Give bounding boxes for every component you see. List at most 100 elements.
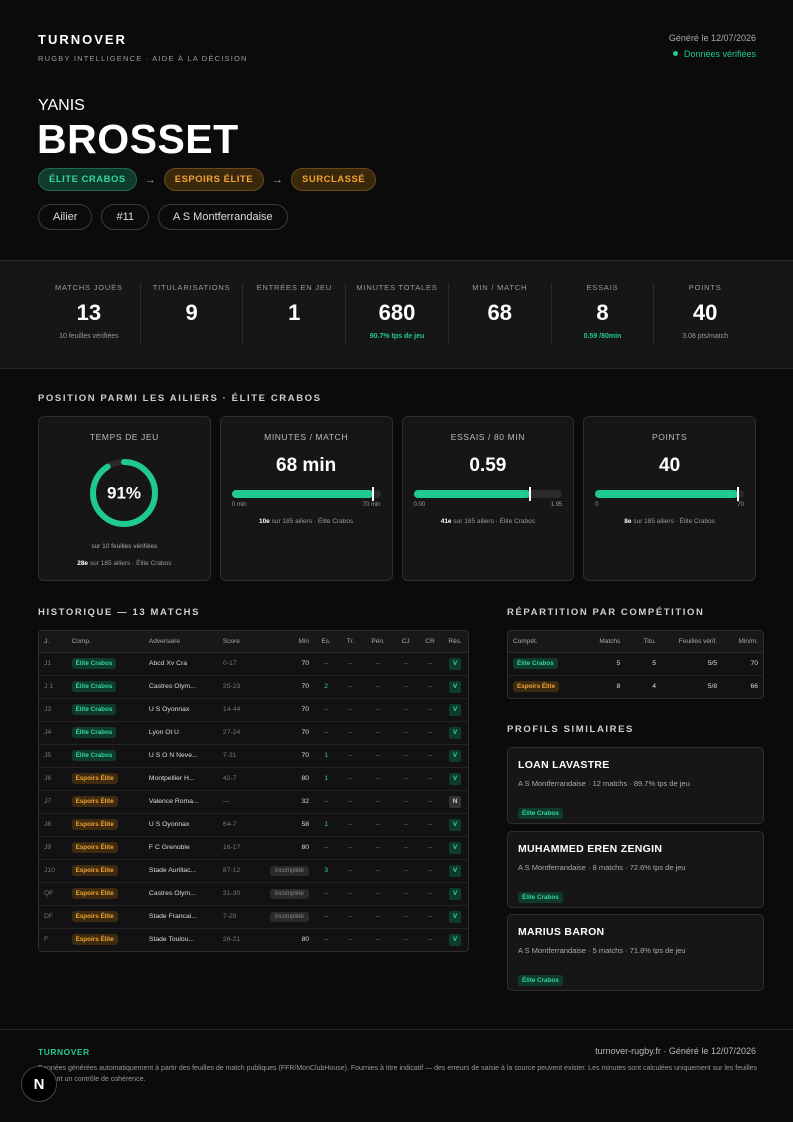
result: V bbox=[449, 841, 462, 854]
cell: 5/5 bbox=[660, 652, 723, 676]
row: QF Espoirs Élite Castres Olym... 31-30 incom… bbox=[39, 882, 468, 906]
competition-chip: Élite Crabos bbox=[71, 750, 117, 761]
cell: J5 bbox=[39, 744, 67, 768]
cell: – bbox=[393, 790, 418, 814]
cell: – bbox=[417, 721, 443, 745]
header-row: J. Comp. Adversaire Score Min Es. Tr. Pén. CJ CR R… bbox=[39, 631, 468, 653]
brand: TURNOVER bbox=[38, 32, 127, 47]
cell: – bbox=[338, 675, 363, 699]
bar-track bbox=[413, 487, 563, 501]
cell: V bbox=[442, 928, 468, 951]
rank-text: 8e sur 185 ailiers · Élite Crabos bbox=[584, 518, 755, 525]
competition-chip: Élite Crabos bbox=[518, 975, 563, 986]
profile-meta: A S Montferrandaise · 5 matchs · 71.8% t… bbox=[518, 946, 686, 955]
competition-chip: Élite Crabos bbox=[518, 891, 563, 903]
cell: – bbox=[393, 698, 418, 722]
cell: Élite Crabos bbox=[66, 698, 144, 722]
column-header: Matchs bbox=[589, 631, 626, 653]
cell: – bbox=[314, 790, 339, 814]
rank-card: TEMPS DE JEU 91% sur 10 feuilles vérifiées… bbox=[38, 416, 211, 581]
rank-text: 41e sur 185 ailiers · Élite Crabos bbox=[403, 518, 574, 525]
stat-label: MIN / MATCH bbox=[472, 283, 528, 292]
cell: Espoirs Élite bbox=[66, 767, 144, 791]
arrow-icon: → bbox=[144, 173, 156, 186]
row: J6 Espoirs Élite Montpellier H... 42-7 80 1– –… bbox=[39, 767, 468, 791]
profile-chip: Élite Crabos bbox=[518, 969, 753, 987]
cell: Castres Olym... bbox=[143, 675, 218, 699]
row: J3 Élite Crabos U S Oyonnax 14-44 70– – – – – V bbox=[39, 698, 468, 722]
cell: QF bbox=[39, 882, 67, 906]
profile-chip: Élite Crabos bbox=[518, 886, 753, 904]
cell: – bbox=[314, 836, 339, 860]
stat-value: 1 bbox=[288, 300, 301, 325]
bar-marker bbox=[737, 487, 740, 501]
section-title: HISTORIQUE — 13 MATCHS bbox=[38, 607, 201, 618]
competition-chip: Espoirs Élite bbox=[71, 934, 118, 946]
cell: – bbox=[338, 813, 363, 837]
cell: – bbox=[362, 721, 394, 745]
cell: 31-30 bbox=[217, 882, 260, 906]
profile-name: LOAN LAVASTRE bbox=[518, 759, 610, 771]
cell: Castres Olym... bbox=[143, 882, 218, 906]
rank-of: sur 185 ailiers · Élite Crabos bbox=[633, 518, 715, 525]
cell: 3 bbox=[314, 859, 339, 883]
ranking-cards: TEMPS DE JEU 91% sur 10 feuilles vérifiées… bbox=[38, 416, 756, 581]
rank-of: sur 185 ailiers · Élite Crabos bbox=[89, 560, 172, 567]
cell: – bbox=[393, 905, 418, 929]
cell: – bbox=[393, 652, 418, 676]
profile-meta: A S Montferrandaise · 12 matchs · 89.7% … bbox=[518, 779, 690, 788]
bar-track bbox=[231, 487, 381, 501]
stat-label: ESSAIS bbox=[586, 283, 619, 292]
cell: Espoirs Élite bbox=[67, 928, 144, 951]
stat-note: 3.08 pts/match bbox=[682, 333, 729, 340]
cell: V bbox=[442, 744, 468, 768]
cell: J6 bbox=[39, 767, 67, 791]
column-header: Adversaire bbox=[143, 631, 218, 653]
tag: #11 bbox=[101, 204, 149, 230]
bar-track bbox=[595, 487, 744, 501]
career-path: ÉLITE CRABOS → ESPOIRS ÉLITE → SURCLASSÉ bbox=[38, 168, 377, 191]
competition-chip: Espoirs Élite bbox=[71, 911, 118, 922]
cell: 4 bbox=[652, 683, 656, 691]
result: V bbox=[449, 749, 462, 762]
cell: – bbox=[362, 652, 394, 676]
cell: – bbox=[362, 859, 394, 883]
cell: – bbox=[362, 675, 394, 699]
cell: 1 bbox=[314, 813, 339, 837]
rank-text: 10e sur 185 ailiers · Élite Crabos bbox=[221, 518, 392, 525]
cell: 0-17 bbox=[217, 652, 260, 676]
cell: 1 bbox=[314, 767, 339, 791]
cell: Stade Francai... bbox=[143, 905, 218, 929]
cell: V bbox=[442, 905, 468, 929]
cell: V bbox=[442, 882, 468, 906]
cell: – bbox=[417, 767, 443, 791]
cell: F bbox=[44, 936, 49, 944]
stat-label: TITULARISATIONS bbox=[152, 283, 231, 292]
cell: – bbox=[338, 882, 363, 906]
section-title: RÉPARTITION PAR COMPÉTITION bbox=[507, 607, 705, 618]
path-chip: ÉLITE CRABOS bbox=[38, 168, 137, 191]
competition-chip: Élite Crabos bbox=[518, 808, 563, 819]
cell: 70 bbox=[259, 744, 315, 768]
cell: incomplète bbox=[259, 859, 315, 883]
cell: J 1 bbox=[39, 675, 67, 699]
cell: Élite Crabos bbox=[66, 721, 144, 745]
stat-value: 68 bbox=[487, 300, 512, 325]
row: J7 Espoirs Élite Valence Roma... —32– – – – – N bbox=[39, 790, 468, 814]
cell: incomplète bbox=[259, 882, 315, 906]
column-header: Score bbox=[217, 631, 260, 653]
rank-of: sur 185 ailiers · Élite Crabos bbox=[453, 518, 536, 525]
row: F Espoirs Élite Stade Toulou... 26-21 80 – – – –… bbox=[39, 928, 468, 951]
dev-badge[interactable]: N bbox=[21, 1066, 57, 1102]
cell: – bbox=[417, 744, 443, 768]
cell: – bbox=[393, 721, 418, 745]
cell: 5/8 bbox=[707, 683, 718, 691]
footer-site: turnover-rugby.fr · Généré le 12/07/2026 bbox=[595, 1046, 756, 1056]
cell: – bbox=[393, 836, 418, 860]
cell: Espoirs Élite bbox=[66, 813, 144, 837]
cell: J3 bbox=[39, 698, 67, 722]
stat-value: 8 bbox=[596, 300, 609, 325]
result: V bbox=[449, 910, 462, 923]
path-chip: ESPOIRS ÉLITE bbox=[163, 168, 265, 191]
cell: V bbox=[442, 652, 468, 676]
